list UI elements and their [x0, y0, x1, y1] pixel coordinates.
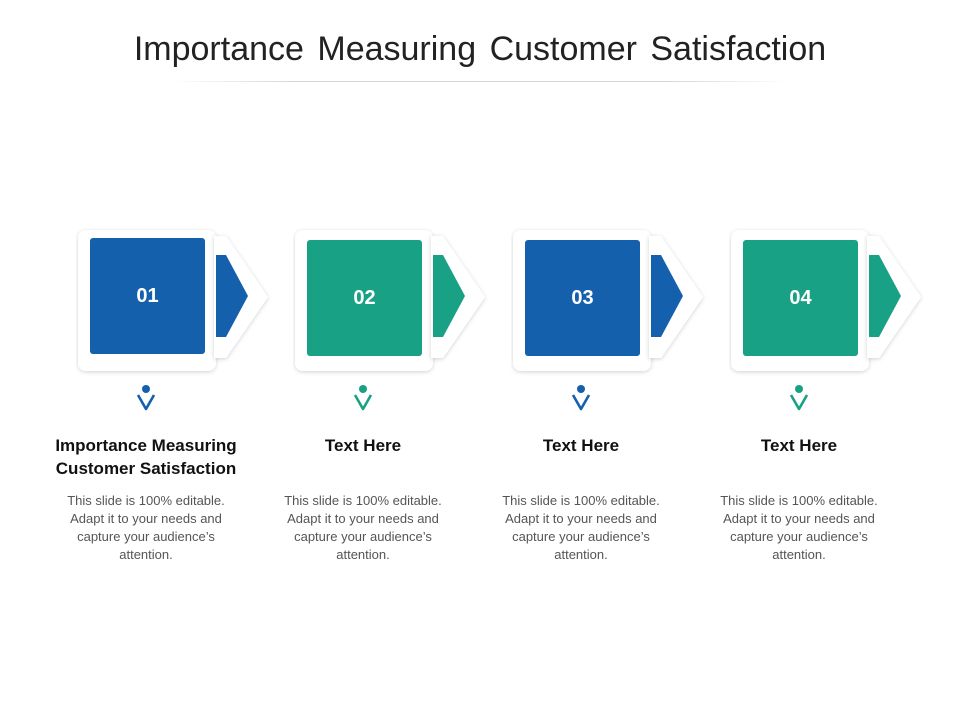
- pin-icon: [353, 385, 373, 411]
- pin-icon: [571, 385, 591, 411]
- step-3-body: This slide is 100% editable. Adapt it to…: [502, 493, 660, 562]
- process-step-4: 04 Text Here This slide is 100% editable…: [720, 228, 929, 568]
- step-2-heading: Text Here: [324, 436, 402, 455]
- title-divider: [170, 81, 790, 82]
- step-4-number: 04: [743, 240, 858, 356]
- pin-icon: [789, 385, 809, 411]
- step-3-number: 03: [525, 240, 640, 356]
- process-step-3: 03 Text Here This slide is 100% editable…: [502, 228, 711, 568]
- arrow-right-icon: [869, 255, 901, 337]
- step-4-body: This slide is 100% editable. Adapt it to…: [720, 493, 878, 562]
- slide-title: Importance Measuring Customer Satisfacti…: [133, 30, 827, 68]
- arrow-right-icon: [216, 255, 248, 337]
- step-1-heading: Importance Measuring Customer Satisfacti…: [55, 436, 237, 478]
- step-4-heading: Text Here: [760, 436, 838, 455]
- step-2-body: This slide is 100% editable. Adapt it to…: [284, 493, 442, 562]
- process-step-2: 02 Text Here This slide is 100% editable…: [284, 228, 493, 568]
- pin-icon: [136, 385, 156, 411]
- step-3-heading: Text Here: [542, 436, 620, 455]
- arrow-right-icon: [433, 255, 465, 337]
- arrow-right-icon: [651, 255, 683, 337]
- process-step-1: 01 Importance Measuring Customer Satisfa…: [55, 228, 276, 568]
- step-1-body: This slide is 100% editable. Adapt it to…: [67, 493, 225, 562]
- step-1-number: 01: [90, 238, 205, 354]
- step-2-number: 02: [307, 240, 422, 356]
